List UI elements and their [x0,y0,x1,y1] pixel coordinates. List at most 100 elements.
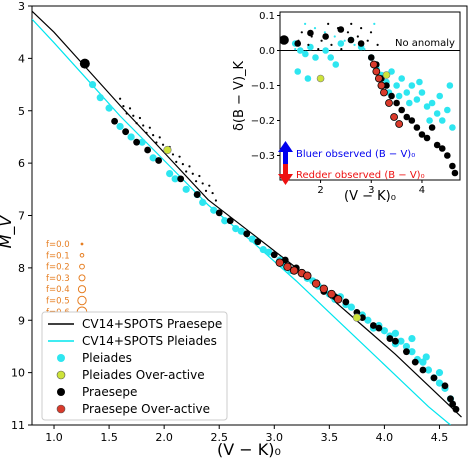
inset-small-point [317,48,320,51]
praesepe-overactive-point [283,262,292,272]
main-y-axis-label: M_V [0,215,16,249]
inset-praesepe-point [451,169,459,177]
main-x-ticks: 1.0 1.5 2.0 2.5 3.0 3.5 4.0 4.5 [45,425,448,444]
inset-small-point [366,39,369,42]
pleiades-point [435,379,444,387]
inset-praesepe-point [428,124,436,131]
pleiades-point [105,104,113,112]
inset-x-tick-label: 4 [419,185,425,196]
inset-praesepe-point [423,134,431,142]
legend-box [41,311,228,421]
inset-pleiades-point [294,68,302,75]
praesepe-small-point [208,184,211,187]
legend-marker [57,354,65,362]
legend-marker [56,404,66,414]
f-key-label: f=0.5 [46,297,70,307]
pleiades-point [402,342,411,351]
praesepe-small-point [158,136,161,139]
inset-ticks: 2 3 4 0.1 0.0 −0.1 −0.2 −0.3 [251,11,425,196]
inset-pleiades-point [393,82,400,89]
praesepe-small-point [155,141,158,144]
inset-pleiades-point [423,103,431,110]
inset-small-point [346,31,350,34]
praesepe-point [122,128,130,136]
f-key-label: f=0.2 [46,263,70,273]
praesepe-point [342,298,350,306]
inset-pleiades-point [302,50,309,58]
praesepe-small-point [178,155,181,158]
inset-data [280,22,460,177]
inset-praesepe-overactive-point [369,60,378,69]
legend-label: Pleiades Over-active [82,368,205,382]
main-y-ticks: 3 4 5 6 7 8 9 10 11 [11,0,32,432]
pleiades-point [391,329,400,337]
praesepe-point [386,335,394,342]
inset-praesepe-point [280,35,289,45]
praesepe-point [133,138,141,146]
praesepe-small-point [128,107,132,110]
pleiades-point [435,369,444,377]
pleiades-point [408,348,416,356]
inset-plot-frame [279,11,461,181]
model-line [32,10,462,418]
praesepe-overactive-point [311,279,321,288]
inset-small-point [360,27,363,30]
inset-pleiades-point [444,106,451,114]
inset-praesepe-overactive-point [390,113,398,121]
redder-label: Redder observed (B − V)₀ [296,170,425,181]
legend-label: Praesepe Over-active [82,402,210,416]
inset-y-tick-label: −0.2 [251,116,275,127]
pleiades-point [419,358,427,366]
praesepe-overactive-point [275,258,284,267]
praesepe-small-point [132,114,135,117]
legend-label: Praesepe [82,385,137,399]
inset-annotation: No anomaly [395,38,455,49]
praesepe-point [155,157,163,164]
praesepe-point [419,366,427,374]
pleiades-point [237,227,245,235]
praesepe-point [375,324,383,332]
pleiades-point [408,334,416,343]
praesepe-small-point [188,165,191,168]
praesepe-point [447,395,454,403]
inset-pleiades-point [296,47,304,54]
inset-small-point [369,31,373,34]
y-tick-label: 8 [18,262,25,275]
inset-pleiades-point [426,117,433,124]
inset-y-tick-label: 0.1 [259,11,275,22]
f-key-label: f=0.1 [46,251,70,261]
inset-pleiades-overactive-point [382,71,391,79]
inset-pleiades-point [428,99,436,107]
inset-y-tick-label: 0.0 [259,46,275,57]
praesepe-small-point [122,105,125,108]
f-key-label: f=0.4 [46,285,70,295]
pleiades-point [96,94,104,102]
y-tick-label: 7 [18,210,25,223]
legend-marker [57,388,65,396]
inset-x-tick-label: 3 [368,185,374,196]
praesepe-point [403,348,410,356]
x-tick-label: 2.5 [210,431,228,444]
x-tick-label: 1.5 [100,431,118,444]
pleiades-point [380,327,389,335]
inset-small-point [333,35,336,38]
inset-small-point [330,43,333,47]
praesepe-small-point [161,143,165,146]
praesepe-small-point [119,97,122,100]
pleiades-point [166,170,174,178]
pleiades-point [116,122,124,131]
inset-pleiades-point [413,96,421,103]
pleiades-point [397,337,405,345]
pleiades-point [210,206,218,214]
pleiades-point [232,224,240,233]
inset-y-tick-label: −0.1 [251,81,275,92]
inset-praesepe-point [418,131,426,138]
inset-small-point [313,27,317,30]
inset-praesepe-overactive-point [395,120,404,128]
pleiades-overactive-point [352,313,361,322]
f-key-label: f=0.0 [46,240,70,250]
pleiades-point [422,353,430,361]
inset-praesepe-point [294,40,302,47]
inset-small-point [327,22,330,25]
inset-praesepe-point [413,124,421,131]
